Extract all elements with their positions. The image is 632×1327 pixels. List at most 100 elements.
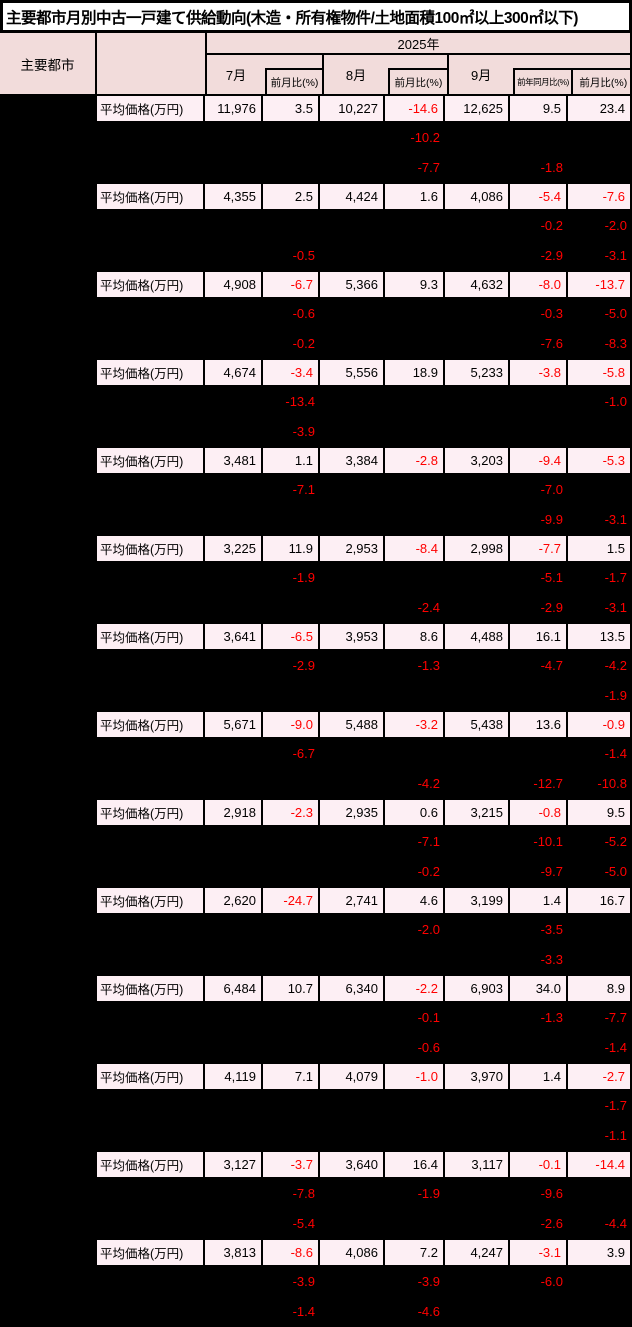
value-cell: 4,079 — [320, 1061, 385, 1092]
value-cell: -7.0 — [540, 482, 563, 498]
city-block: 平均価格(万円) 2,620 -24.7 2,741 4.6 3,199 1.4 16.7 -2… — [0, 885, 632, 974]
value-cell — [205, 241, 263, 270]
value-cell — [263, 593, 320, 622]
city-block: 平均価格(万円) 3,641 -6.5 3,953 8.6 4,488 16.1 13.5 -2… — [0, 621, 632, 710]
value-cell: -3.7 — [263, 1149, 320, 1180]
redacted-label-cell — [97, 1120, 205, 1149]
redacted-label-cell — [97, 299, 205, 328]
value-cell: -3.3 — [540, 951, 563, 967]
value-cell: -1.7 — [604, 1098, 627, 1114]
redacted-label-cell — [97, 1091, 205, 1120]
value-cell: 10.7 — [263, 973, 320, 1004]
value-cell — [205, 505, 263, 534]
value-cell — [263, 123, 320, 152]
value-cell — [320, 593, 385, 622]
redacted-label-cell — [97, 739, 205, 768]
redacted-label-cell — [97, 1179, 205, 1208]
value-cell: 2,953 — [320, 533, 385, 564]
value-cell — [205, 651, 263, 680]
value-cell — [385, 475, 445, 504]
value-cell — [445, 329, 510, 358]
value-cell: 2,918 — [205, 797, 263, 828]
city-block: 平均価格(万円) 2,918 -2.3 2,935 0.6 3,215 -0.8 9.5 -7.… — [0, 797, 632, 886]
redacted-city-cell — [0, 181, 97, 212]
header-group-september: 9月 前年同月比(%) 前月比(%) — [447, 55, 632, 94]
header-september-mom-cell: 前月比(%) — [570, 68, 632, 94]
header-september-cell: 9月 — [471, 68, 492, 83]
value-cell — [510, 1296, 568, 1325]
value-cell: -4.7 — [540, 658, 563, 674]
table-title: 主要都市月別中古一戸建て供給動向(木造・所有権物件/土地面積100㎡以上300㎡… — [0, 0, 632, 33]
redacted-city-cell — [0, 769, 97, 798]
value-cell — [263, 153, 320, 182]
redacted-row: -2.9 -1.3 -4.7 -4.2 — [0, 651, 632, 680]
value-cell — [263, 915, 320, 944]
city-block: 平均価格(万円) 5,671 -9.0 5,488 -3.2 5,438 13.6 -0.9-… — [0, 709, 632, 798]
redacted-row: -1.9 — [0, 681, 632, 710]
value-cell — [510, 387, 568, 416]
value-cell: -2.8 — [385, 445, 445, 476]
redacted-label-cell — [97, 945, 205, 974]
city-block: 平均価格(万円) 3,225 11.9 2,953 -8.4 2,998 -7.7 1.5 -1… — [0, 533, 632, 622]
value-cell: -5.0 — [604, 863, 627, 879]
value-cell: -1.9 — [604, 687, 627, 703]
value-cell — [445, 651, 510, 680]
value-cell — [320, 1003, 385, 1032]
value-cell: 2.5 — [263, 181, 320, 212]
value-cell: 4,424 — [320, 181, 385, 212]
value-cell: -5.2 — [604, 834, 627, 850]
redacted-city-cell — [0, 417, 97, 446]
value-cell: -5.3 — [568, 445, 632, 476]
redacted-label-cell — [97, 857, 205, 886]
redacted-city-cell — [0, 1179, 97, 1208]
redacted-city-cell — [0, 153, 97, 182]
value-cell — [445, 1120, 510, 1149]
value-cell: 4,119 — [205, 1061, 263, 1092]
value-cell — [445, 241, 510, 270]
value-cell: 4,086 — [445, 181, 510, 212]
value-cell: -8.0 — [510, 269, 568, 300]
value-cell — [320, 153, 385, 182]
avg-price-row: 平均価格(万円) 4,908 -6.7 5,366 9.3 4,632 -8.0 -13.7 — [0, 269, 632, 300]
value-cell — [445, 681, 510, 710]
value-cell: 18.9 — [385, 357, 445, 388]
value-cell — [445, 387, 510, 416]
value-cell: -9.4 — [510, 445, 568, 476]
redacted-label-cell — [97, 563, 205, 592]
value-cell: 9.5 — [568, 797, 632, 828]
value-cell: 3,481 — [205, 445, 263, 476]
value-cell — [445, 563, 510, 592]
value-cell — [205, 945, 263, 974]
redacted-row: -9.9 -3.1 — [0, 505, 632, 534]
value-cell: 3,384 — [320, 445, 385, 476]
redacted-city-cell — [0, 299, 97, 328]
value-cell: -5.0 — [604, 306, 627, 322]
value-cell — [205, 827, 263, 856]
value-cell: 11,976 — [205, 94, 263, 124]
value-cell: -10.2 — [410, 130, 440, 146]
value-cell: -14.6 — [385, 94, 445, 124]
value-cell: -1.3 — [540, 1010, 563, 1026]
value-cell — [568, 945, 632, 974]
value-cell: -3.9 — [417, 1274, 440, 1290]
value-cell — [568, 1296, 632, 1325]
value-cell — [205, 1267, 263, 1296]
value-cell: -2.9 — [540, 247, 563, 263]
value-cell: -0.6 — [417, 1039, 440, 1055]
value-cell: 3,199 — [445, 885, 510, 916]
value-cell: 23.4 — [568, 94, 632, 124]
redacted-row: -0.5 -2.9 -3.1 — [0, 241, 632, 270]
avg-price-row: 平均価格(万円) 3,813 -8.6 4,086 7.2 4,247 -3.1 3.9 — [0, 1237, 632, 1268]
row-label-avg-price: 平均価格(万円) — [97, 269, 205, 300]
redacted-label-cell — [97, 387, 205, 416]
value-cell: 13.6 — [510, 709, 568, 740]
value-cell: 5,438 — [445, 709, 510, 740]
value-cell — [205, 1179, 263, 1208]
row-label-avg-price: 平均価格(万円) — [97, 1149, 205, 1180]
value-cell — [568, 475, 632, 504]
value-cell: -3.8 — [510, 357, 568, 388]
value-cell: 5,233 — [445, 357, 510, 388]
value-cell — [510, 1120, 568, 1149]
value-cell: -2.9 — [292, 658, 315, 674]
value-cell — [263, 1003, 320, 1032]
